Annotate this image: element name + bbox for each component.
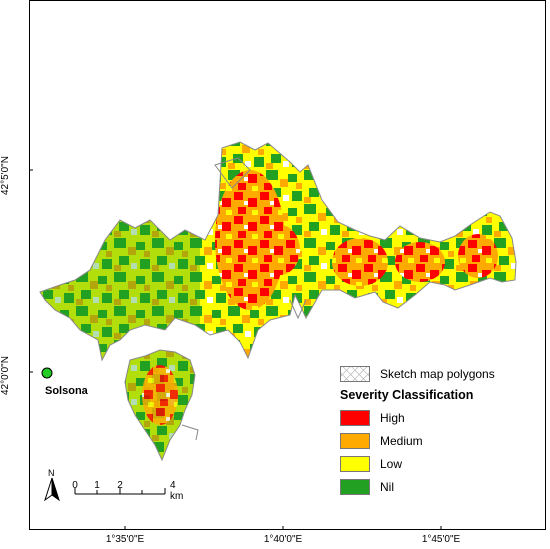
north-label: N [48,468,55,478]
legend-row-medium: Medium [340,429,540,452]
lon-label-1-35: 1°35'0"E [105,534,145,545]
scale-tick-label: 4 km [170,480,184,502]
sketch-map-polygons [39,141,517,462]
scale-labels: 0 1 2 4 km [40,468,200,508]
hatch-swatch-icon [340,365,370,382]
color-swatch-icon [340,432,370,449]
map-legend: Sketch map polygons Severity Classificat… [340,362,540,498]
north-arrow-icon [44,477,60,502]
legend-label: High [380,410,405,425]
legend-title: Severity Classification [340,388,474,402]
legend-label: Sketch map polygons [380,366,495,381]
lat-label-42-0: 42°0'0"N [0,356,11,395]
lon-label-1-45: 1°45'0"E [421,534,461,545]
lon-label-1-40: 1°40'0"E [263,534,303,545]
legend-row-low: Low [340,452,540,475]
scale-tick-label: 2 [117,480,123,491]
scale-tick-label: 0 [72,480,78,491]
color-swatch-icon [340,455,370,472]
scale-bar [74,488,166,495]
solsona-marker-icon [41,367,53,379]
legend-row-nil: Nil [340,475,540,498]
legend-label: Medium [380,433,423,448]
legend-row-polygons: Sketch map polygons [340,362,540,385]
lat-label-42-5: 42°5'0"N [0,156,11,195]
scale-tick-label: 1 [94,480,100,491]
place-label-solsona: Solsona [45,385,88,397]
legend-row-high: High [340,406,540,429]
legend-label: Low [380,456,403,471]
color-swatch-icon [340,478,370,495]
color-swatch-icon [340,409,370,426]
legend-label: Nil [380,479,394,494]
